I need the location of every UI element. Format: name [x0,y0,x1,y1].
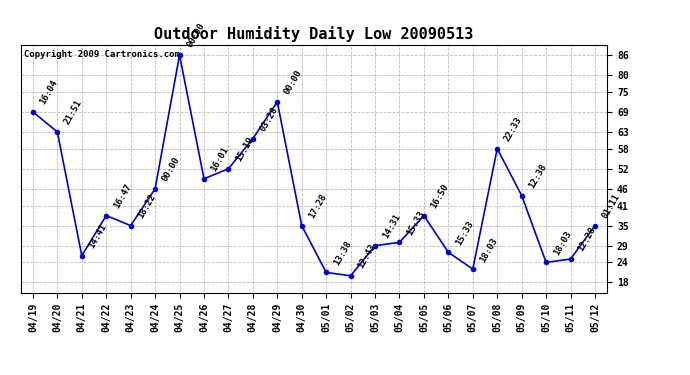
Text: 01:11: 01:11 [600,192,622,220]
Text: 12:28: 12:28 [576,226,598,254]
Text: 16:01: 16:01 [210,146,230,173]
Text: 18:22: 18:22 [136,192,157,220]
Text: 16:47: 16:47 [112,182,133,210]
Title: Outdoor Humidity Daily Low 20090513: Outdoor Humidity Daily Low 20090513 [155,27,473,42]
Text: 21:51: 21:51 [63,99,84,126]
Text: Copyright 2009 Cartronics.com: Copyright 2009 Cartronics.com [23,50,179,59]
Text: 00:00: 00:00 [283,69,304,96]
Text: 14:41: 14:41 [88,222,108,250]
Text: 15:33: 15:33 [454,219,475,247]
Text: 13:38: 13:38 [332,239,353,267]
Text: 14:31: 14:31 [381,212,402,240]
Text: 12:43: 12:43 [356,243,377,270]
Text: 15:19: 15:19 [234,135,255,163]
Text: 15:33: 15:33 [405,209,426,237]
Text: 16:04: 16:04 [39,78,60,106]
Text: 00:00: 00:00 [161,156,182,183]
Text: 12:38: 12:38 [527,162,549,190]
Text: 16:50: 16:50 [429,182,451,210]
Text: 17:28: 17:28 [307,192,328,220]
Text: 22:33: 22:33 [503,116,524,143]
Text: 00:00: 00:00 [185,22,206,50]
Text: 18:03: 18:03 [478,236,500,264]
Text: 03:28: 03:28 [259,105,279,133]
Text: 18:03: 18:03 [552,229,573,257]
